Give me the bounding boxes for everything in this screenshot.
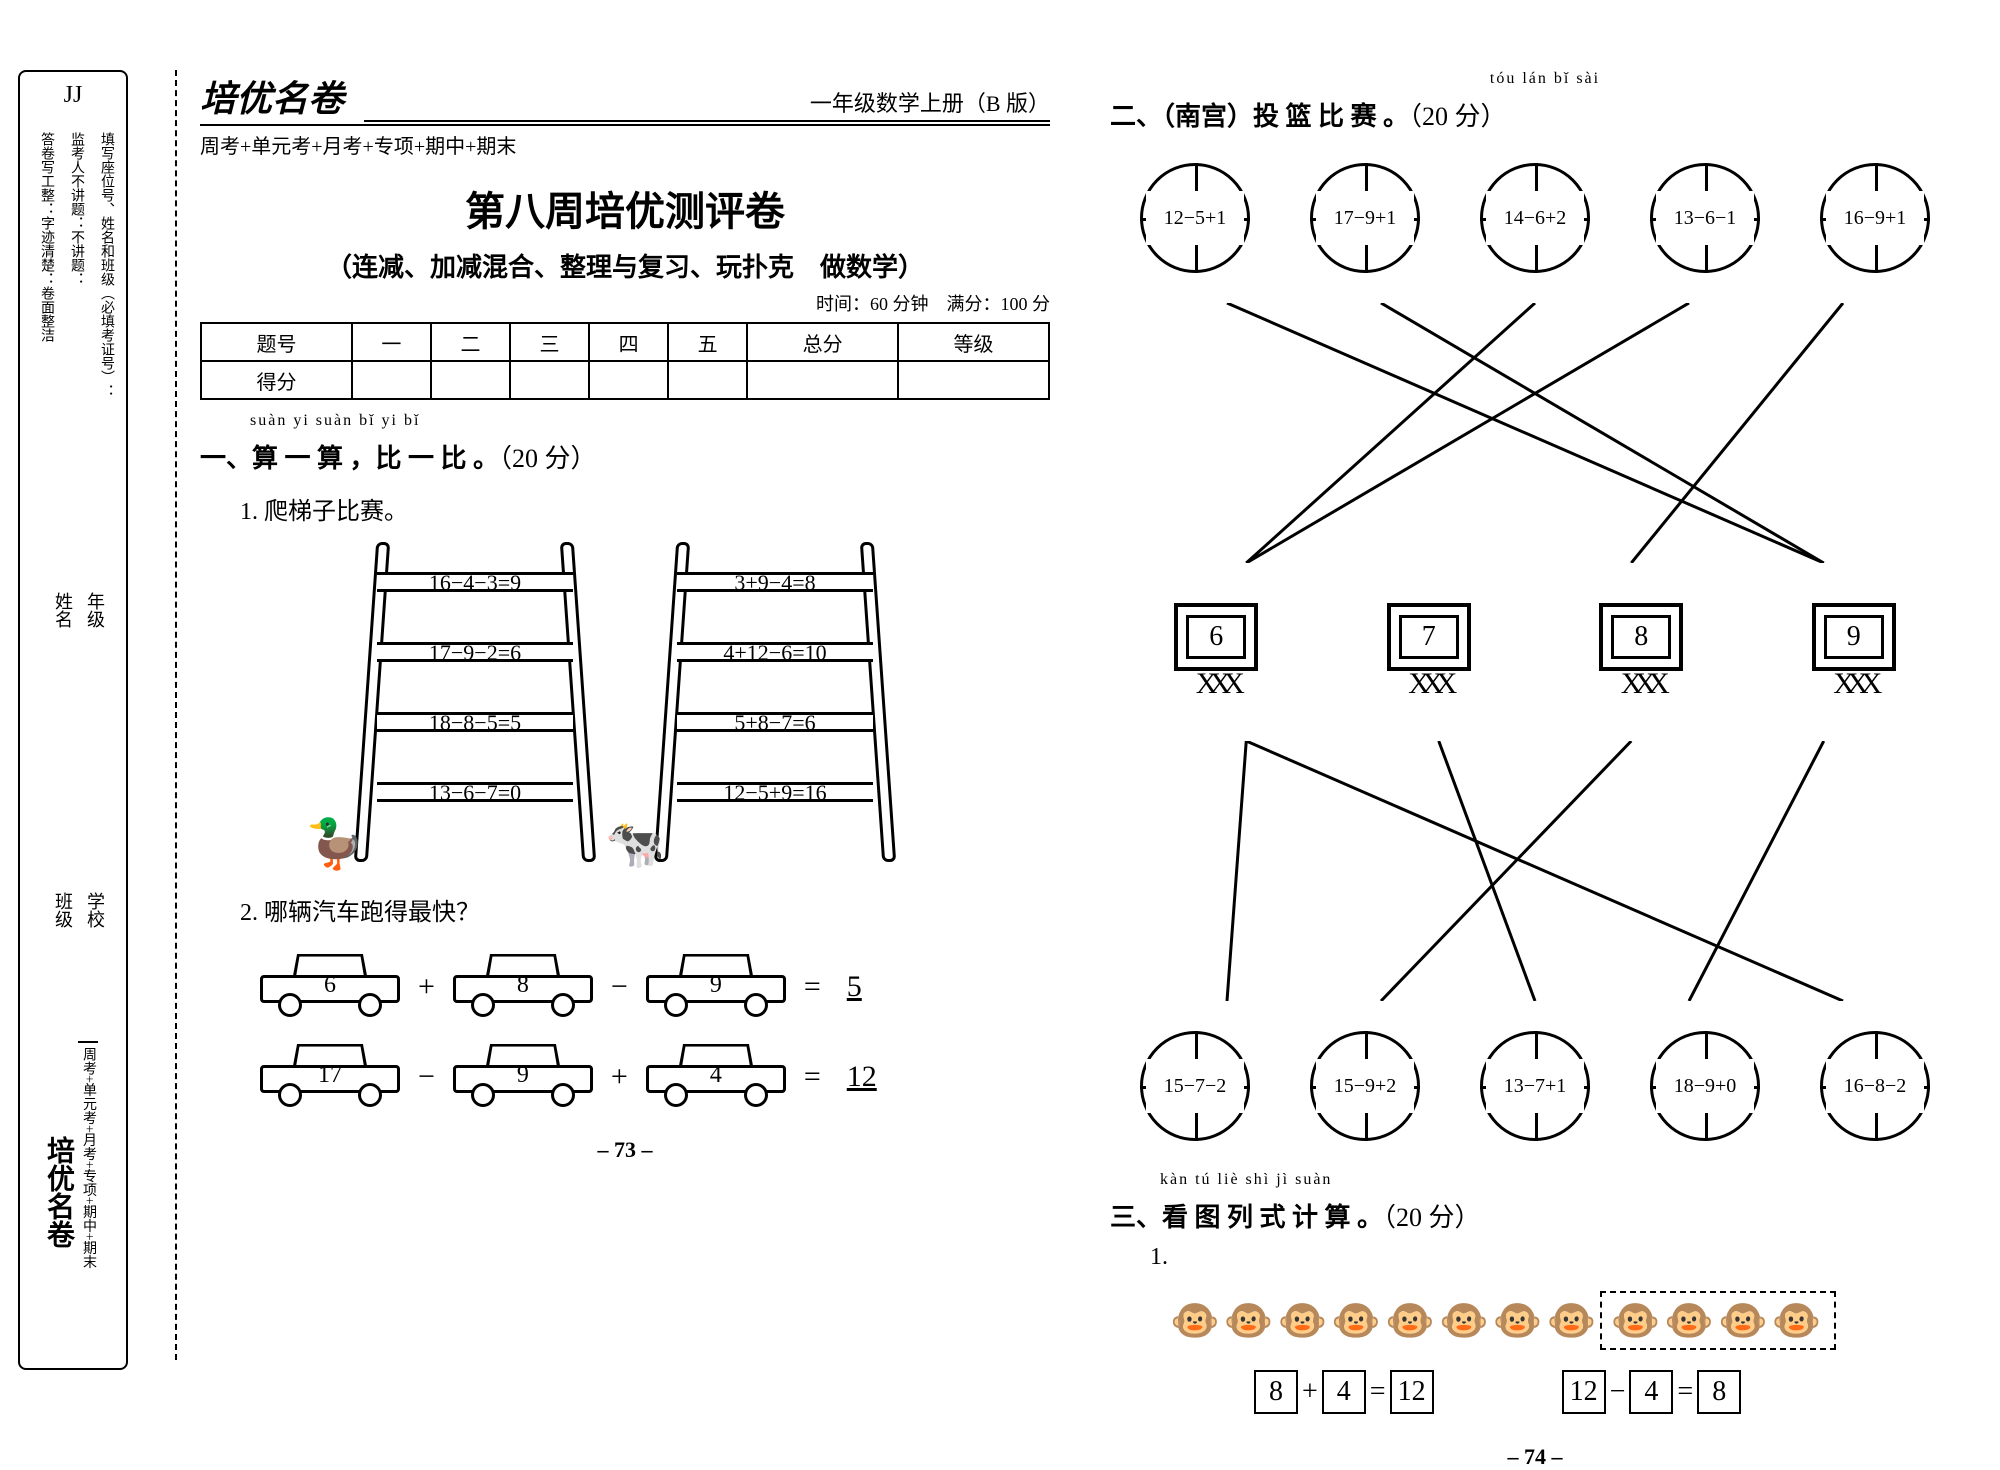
brand-badge-sub: 周考+单元考+月考+专项+期中+期末 [78, 1041, 98, 1268]
cow-icon: 🐄 [605, 815, 665, 872]
score-header: 一 [352, 323, 431, 361]
rule-text: 答卷写工整：字迹清楚：卷面整洁 [36, 132, 56, 342]
class-label: 班级 [50, 892, 76, 928]
basketball-icon: 15−9+2 [1310, 1031, 1420, 1141]
score-header: 二 [431, 323, 510, 361]
match-lines-top [1150, 303, 1920, 563]
brand-logo: 培优名卷 [200, 70, 344, 122]
ladder-diagram: 16−4−3=917−9−2=618−8−5=513−6−7=0 🦆 3+9−4… [200, 542, 1050, 862]
book-header: 一年级数学上册（B 版） [364, 86, 1050, 122]
car-icon: 6 [260, 957, 400, 1017]
rule-text: 填写座位号、姓名和班级（必填考证号）： [96, 132, 116, 398]
basketball-icon: 12−5+1 [1140, 163, 1250, 273]
car-equation: 6+8−9=5 [260, 957, 1050, 1017]
section-heading: 三、看 图 列 式 计 算 。 [1110, 1203, 1383, 1232]
paper-subtitle: （连减、加减混合、整理与复习、玩扑克 做数学） [200, 247, 1050, 284]
ladder-rung: 12−5+9=16 [677, 782, 873, 802]
hoop-row: 6XXX 7XXX 8XXX 9XXX [1110, 603, 1960, 701]
basketball-icon: 16−8−2 [1820, 1031, 1930, 1141]
hoop-icon: 9XXX [1794, 603, 1914, 701]
ladder-rung: 18−8−5=5 [377, 712, 573, 732]
basketball-icon: 17−9+1 [1310, 163, 1420, 273]
score-header: 五 [668, 323, 747, 361]
pinyin: suàn yi suàn bǐ yi bǐ [250, 412, 1050, 430]
ladder-rung: 17−9−2=6 [377, 642, 573, 662]
car-icon: 9 [646, 957, 786, 1017]
score-header: 总分 [747, 323, 898, 361]
points: （20 分） [1409, 102, 1507, 131]
points: （20 分） [1383, 1203, 1481, 1232]
ladder-rung: 3+9−4=8 [677, 572, 873, 592]
score-cell[interactable] [352, 361, 431, 399]
timing-info: 时间：60 分钟 满分：100 分 [200, 290, 1050, 316]
basketball-row-bottom: 15−7−2 15−9+2 13−7+1 18−9+0 16−8−2 [1110, 1031, 1960, 1141]
basketball-icon: 15−7−2 [1140, 1031, 1250, 1141]
hoop-icon: 8XXX [1581, 603, 1701, 701]
basketball-row-top: 12−5+1 17−9+1 14−6+2 13−6−1 16−9+1 [1110, 163, 1960, 273]
car-equation: 17−9+4=12 [260, 1047, 1050, 1107]
paper-title: 第八周培优测评卷 [200, 179, 1050, 237]
grade-label: 年级 [82, 592, 108, 628]
ladder-rung: 5+8−7=6 [677, 712, 873, 732]
exam-types: 周考+单元考+月考+专项+期中+期末 [200, 124, 1050, 159]
subquestion: 2. 哪辆汽车跑得最快？ [240, 892, 1050, 927]
score-cell[interactable] [747, 361, 898, 399]
page-left: 培优名卷 一年级数学上册（B 版） 周考+单元考+月考+专项+期中+期末 第八周… [200, 70, 1050, 1470]
page-number: – 73 – [200, 1137, 1050, 1163]
score-header: 等级 [898, 323, 1049, 361]
answer: 12 [839, 1060, 885, 1094]
ladder-rung: 13−6−7=0 [377, 782, 573, 802]
fold-line [175, 70, 177, 1360]
page-number: – 74 – [1110, 1444, 1960, 1470]
hoop-icon: 6XXX [1156, 603, 1276, 701]
binding-tab: JJ 填写座位号、姓名和班级（必填考证号）： 监考人不讲题：不讲题： 答卷写工整… [18, 70, 128, 1370]
basketball-icon: 13−6−1 [1650, 163, 1760, 273]
score-header: 四 [589, 323, 668, 361]
pinyin: tóu lán bǐ sài [1130, 70, 1960, 88]
ladder-rung: 4+12−6=10 [677, 642, 873, 662]
car-icon: 8 [453, 957, 593, 1017]
equation-row: 8+4=1212−4=8 [1250, 1370, 1960, 1414]
basketball-icon: 13−7+1 [1480, 1031, 1590, 1141]
score-table: 题号一二三四五总分等级 得分 [200, 322, 1050, 400]
basketball-icon: 14−6+2 [1480, 163, 1590, 273]
series-code: JJ [20, 82, 126, 109]
car-icon: 4 [646, 1047, 786, 1107]
score-cell[interactable] [431, 361, 510, 399]
score-cell[interactable] [510, 361, 589, 399]
school-label: 学校 [82, 892, 108, 928]
page-right: tóu lán bǐ sài 二、（南宫）投 篮 比 赛 。（20 分） 12−… [1110, 70, 1960, 1470]
subquestion: 1. 爬梯子比赛。 [240, 491, 1050, 526]
car-icon: 17 [260, 1047, 400, 1107]
points: （20 分） [499, 444, 597, 473]
score-label: 得分 [201, 361, 352, 399]
score-cell[interactable] [589, 361, 668, 399]
section-heading: 一、算 一 算 ，比 一 比 。 [200, 444, 499, 473]
rule-text: 监考人不讲题：不讲题： [66, 132, 86, 286]
match-lines-bottom [1150, 741, 1920, 1001]
duck-icon: 🦆 [305, 815, 365, 872]
subquestion: 1. [1150, 1244, 1960, 1271]
answer: 5 [839, 970, 870, 1004]
score-header: 题号 [201, 323, 352, 361]
score-cell[interactable] [898, 361, 1049, 399]
monkey-figure: 🐵🐵🐵🐵🐵🐵🐵🐵🐵🐵🐵🐵 [1170, 1291, 1960, 1350]
name-label: 姓名 [50, 592, 76, 628]
basketball-icon: 18−9+0 [1650, 1031, 1760, 1141]
section-heading: 二、（南宫）投 篮 比 赛 。 [1110, 102, 1409, 131]
hoop-icon: 7XXX [1369, 603, 1489, 701]
pinyin: kàn tú liè shì jì suàn [1160, 1171, 1960, 1189]
score-header: 三 [510, 323, 589, 361]
score-cell[interactable] [668, 361, 747, 399]
ladder-rung: 16−4−3=9 [377, 572, 573, 592]
car-icon: 9 [453, 1047, 593, 1107]
brand-badge: 培优名卷 [38, 1136, 78, 1248]
basketball-icon: 16−9+1 [1820, 163, 1930, 273]
